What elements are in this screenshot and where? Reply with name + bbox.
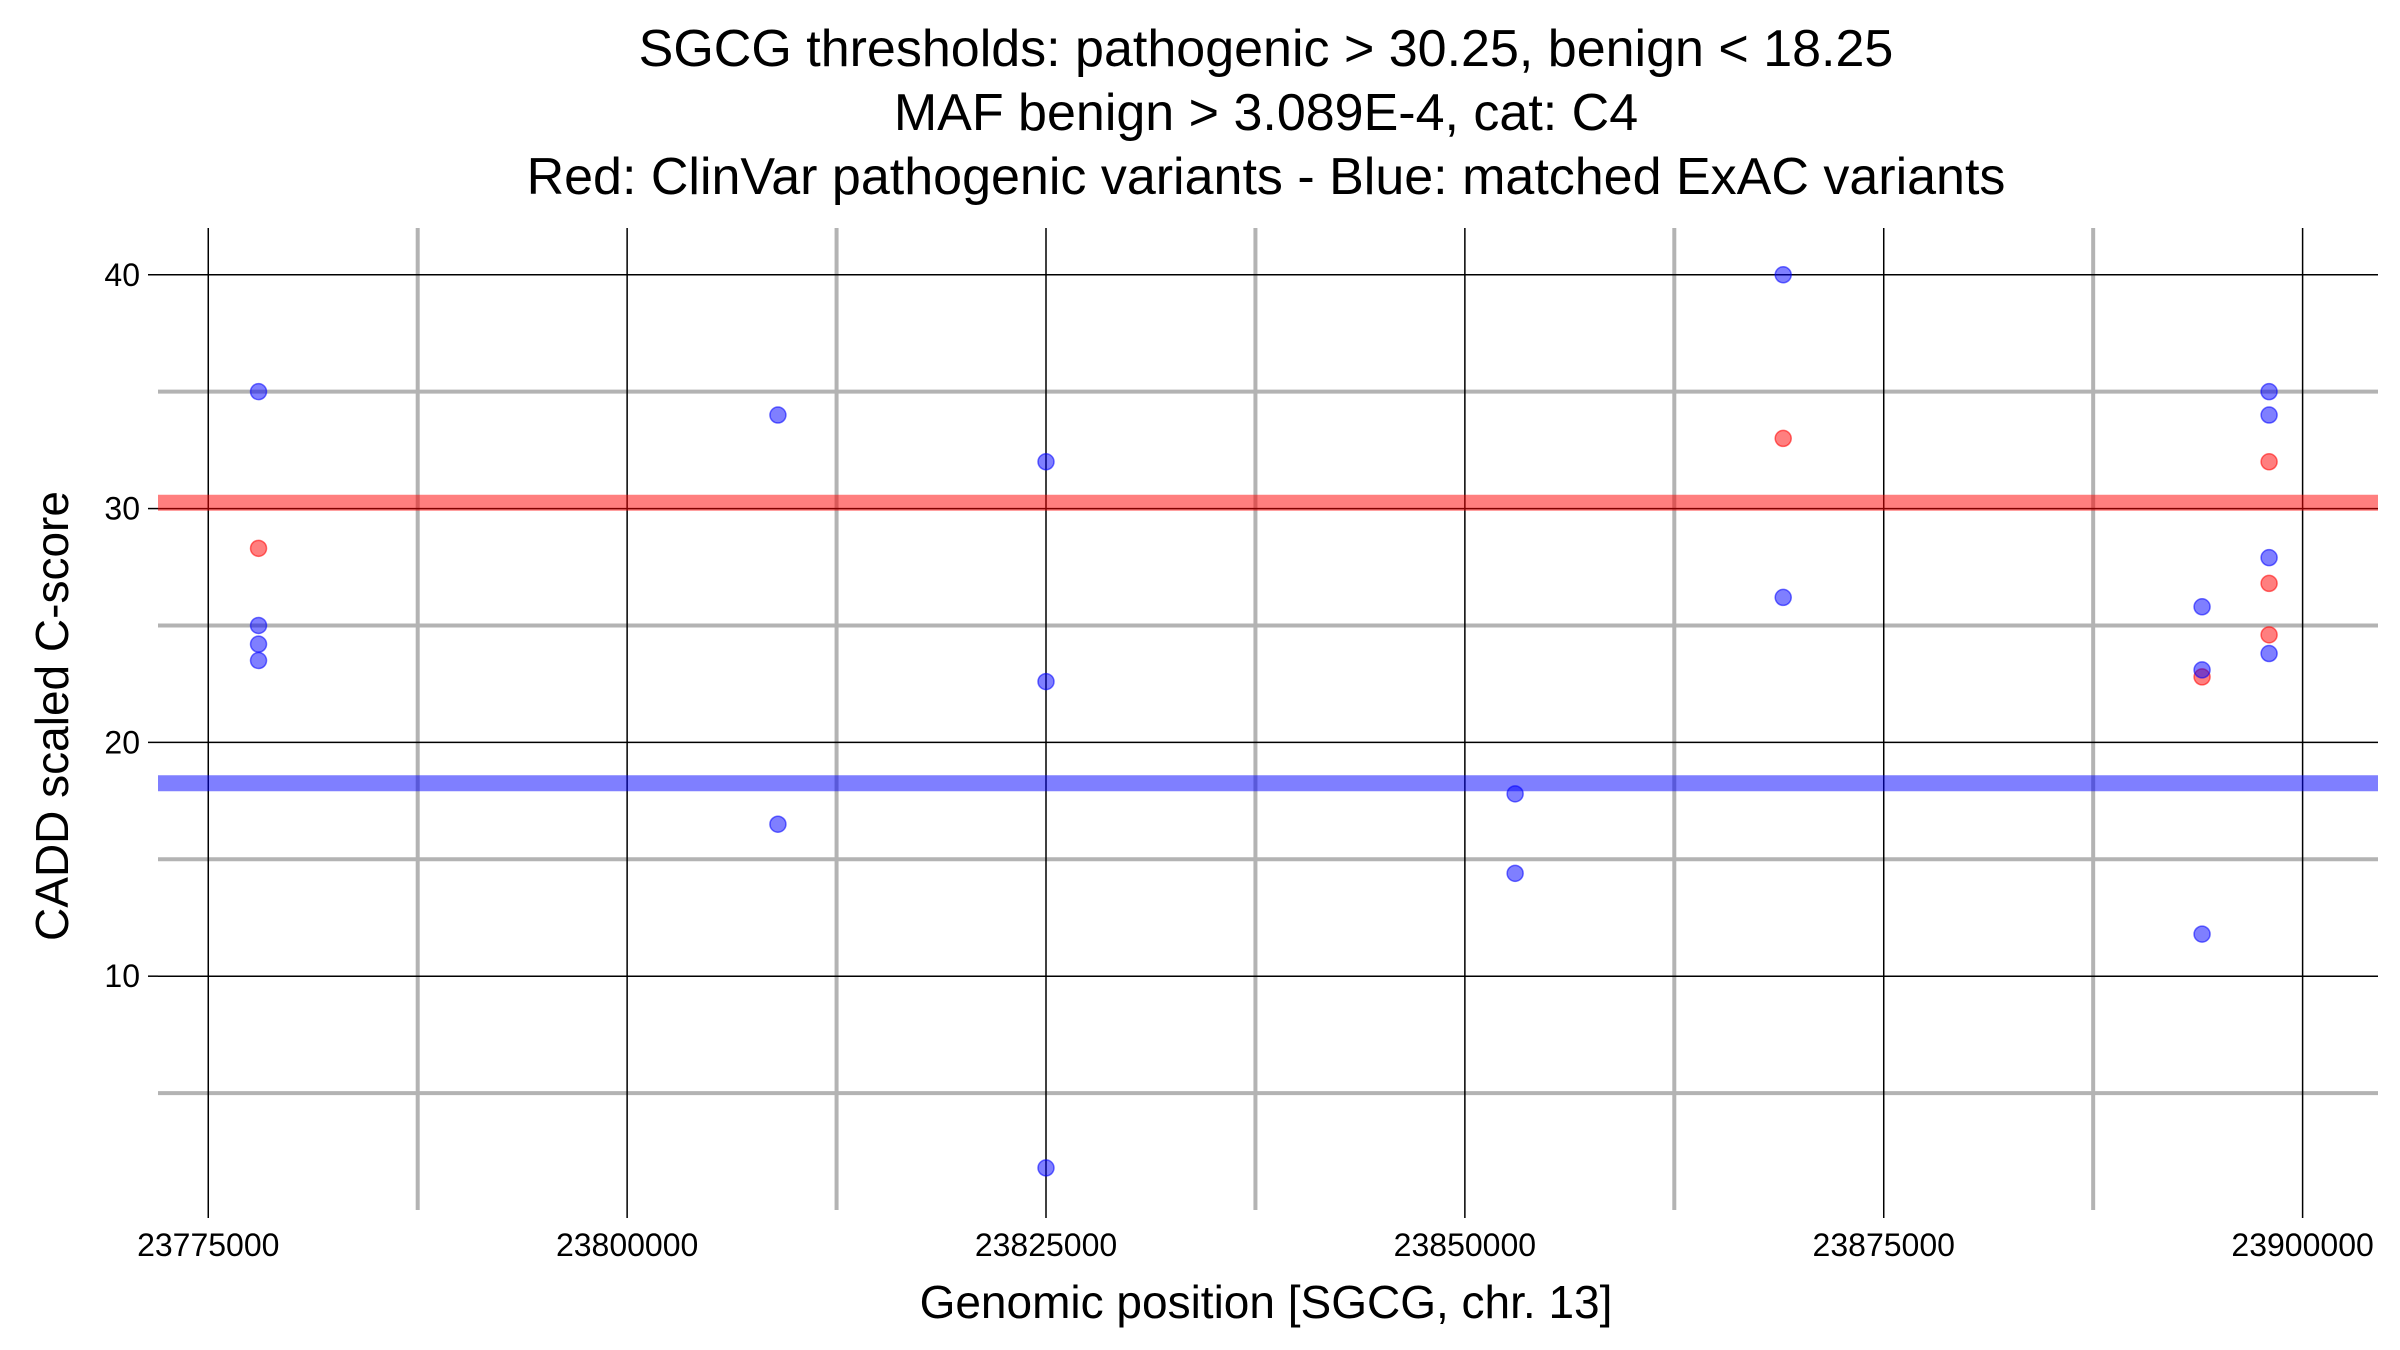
x-tick-label-4: 23875000	[1813, 1227, 1955, 1263]
threshold-lines	[158, 494, 2378, 792]
point-s1-17	[2260, 406, 2278, 424]
chart-title: SGCG thresholds: pathogenic > 30.25, ben…	[527, 20, 2006, 206]
point-s1-19	[2260, 644, 2278, 663]
y-axis-title: CADD scaled C-score	[26, 491, 78, 941]
point-s1-6	[1037, 453, 1055, 471]
point-s1-10	[1506, 864, 1524, 883]
point-s0-3	[2260, 574, 2278, 593]
point-s1-11	[1774, 266, 1792, 284]
x-tick-label-3: 23850000	[1394, 1227, 1536, 1263]
data-points	[249, 266, 2278, 1177]
y-tick-label-1: 20	[104, 724, 140, 760]
axis-ticks: 23775000 23800000 23825000 23850000 23875000…	[104, 257, 2373, 1263]
point-s1-0	[249, 382, 268, 401]
point-s1-1	[249, 616, 268, 635]
point-s1-8	[1037, 1159, 1055, 1177]
point-s1-14	[2193, 661, 2211, 679]
series-0	[249, 429, 2278, 686]
point-s1-12	[1774, 588, 1792, 607]
point-s1-16	[2260, 382, 2278, 401]
point-s1-9	[1506, 785, 1524, 803]
point-s0-4	[2260, 626, 2278, 644]
x-axis-title: Genomic position [SGCG, chr. 13]	[920, 1276, 1613, 1328]
x-tick-label-0: 23775000	[137, 1227, 279, 1263]
title-line-3: Red: ClinVar pathogenic variants - Blue:…	[527, 148, 2006, 206]
x-tick-label-1: 23800000	[556, 1227, 698, 1263]
y-tick-label-2: 30	[104, 491, 140, 527]
x-tick-label-2: 23825000	[975, 1227, 1117, 1263]
x-tick-label-5: 23900000	[2231, 1227, 2373, 1263]
point-s1-13	[2193, 598, 2211, 616]
title-line-1: SGCG thresholds: pathogenic > 30.25, ben…	[639, 20, 1894, 78]
point-s1-7	[1037, 672, 1055, 691]
title-line-2: MAF benign > 3.089E-4, cat: C4	[894, 84, 1638, 142]
y-tick-label-3: 40	[104, 257, 140, 293]
point-s0-1	[1774, 429, 1792, 448]
point-s0-0	[249, 539, 268, 558]
y-tick-label-0: 10	[104, 958, 140, 994]
point-s1-5	[769, 815, 787, 833]
series-1	[249, 266, 2278, 1177]
point-s1-18	[2260, 548, 2278, 567]
point-s1-2	[249, 635, 268, 653]
point-s1-3	[249, 651, 268, 670]
point-s0-2	[2260, 453, 2278, 471]
grid-lines	[158, 228, 2378, 1210]
point-s1-4	[769, 406, 787, 424]
point-s1-15	[2193, 925, 2211, 943]
